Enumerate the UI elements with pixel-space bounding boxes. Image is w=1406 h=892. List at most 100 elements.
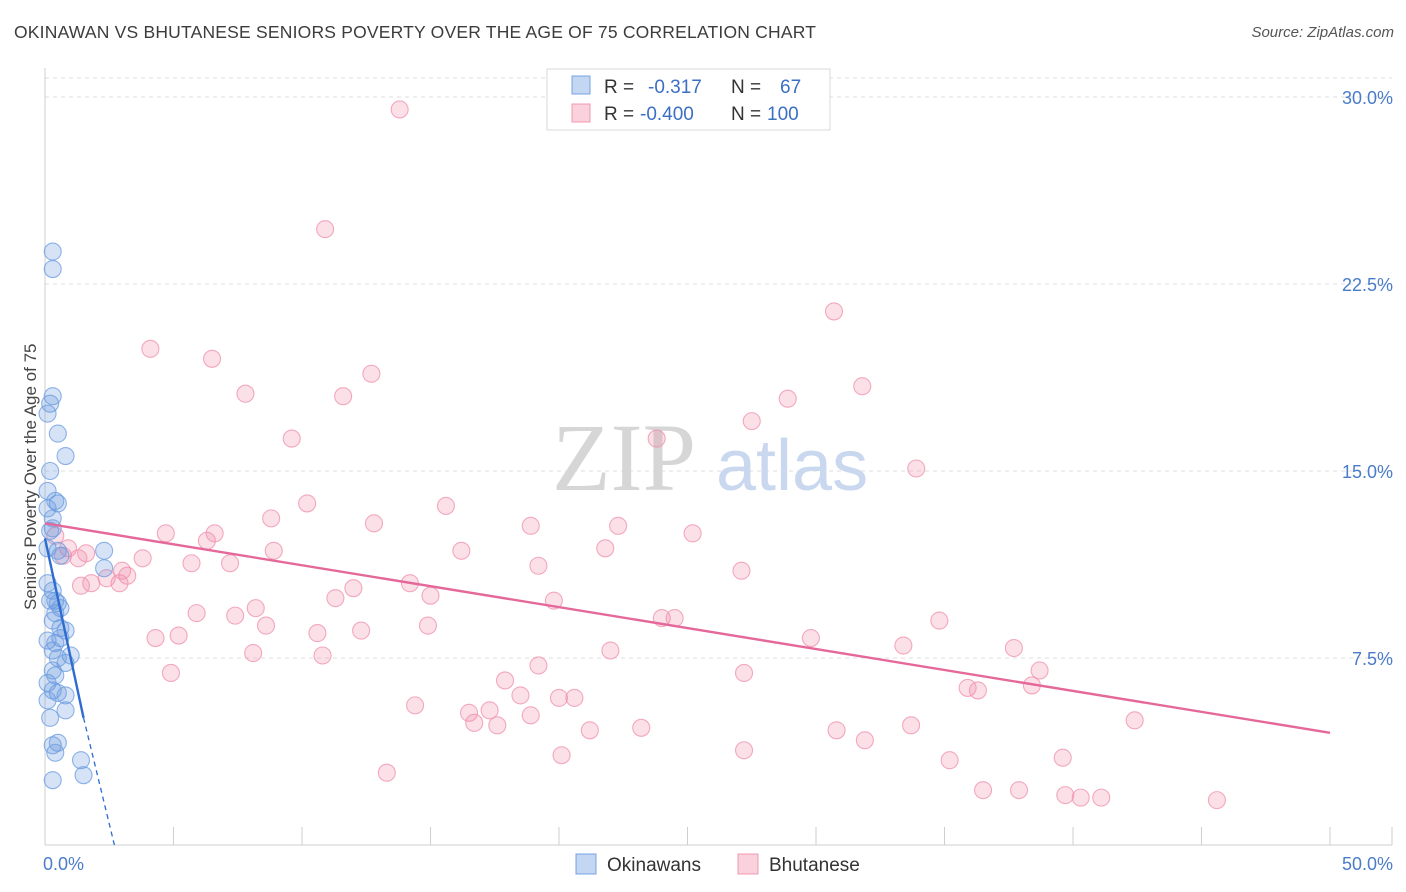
point-okinawans <box>48 541 67 560</box>
point-bhutanese <box>742 412 761 431</box>
point-okinawans <box>56 686 75 705</box>
chart-title: OKINAWAN VS BHUTANESE SENIORS POVERTY OV… <box>14 22 817 42</box>
point-bhutanese <box>1009 781 1029 800</box>
legend-r-value-okinawans: -0.317 <box>648 77 702 98</box>
point-bhutanese <box>549 688 569 707</box>
point-okinawans <box>41 461 60 481</box>
point-okinawans <box>56 446 75 466</box>
point-bhutanese <box>146 629 165 648</box>
point-okinawans <box>41 708 60 727</box>
point-bhutanese <box>601 641 620 660</box>
point-bhutanese <box>205 524 224 543</box>
point-bhutanese <box>855 731 874 750</box>
point-bhutanese <box>133 549 152 568</box>
y-axis-label: Seniors Poverty Over the Age of 75 <box>21 344 40 610</box>
point-okinawans <box>43 736 62 755</box>
point-bhutanese <box>968 681 987 700</box>
point-bhutanese <box>521 516 540 535</box>
axes <box>44 68 1393 846</box>
point-bhutanese <box>940 751 959 770</box>
point-bhutanese <box>459 703 479 722</box>
point-bhutanese <box>156 524 175 543</box>
point-bhutanese <box>930 611 949 630</box>
point-bhutanese <box>377 763 396 782</box>
point-okinawans <box>38 499 57 518</box>
legend-n-value-bhutanese: 100 <box>767 104 799 125</box>
series-legend-label-bhutanese: Bhutanese <box>769 855 860 876</box>
point-bhutanese <box>187 604 206 623</box>
legend-frame <box>546 68 831 131</box>
point-bhutanese <box>313 646 332 665</box>
point-bhutanese <box>827 721 846 740</box>
point-bhutanese <box>246 599 265 618</box>
grid-lines <box>45 77 1392 659</box>
y-tick-label: 15.0% <box>1342 462 1393 482</box>
point-bhutanese <box>1056 786 1075 805</box>
x-tick-label-min: 0.0% <box>43 854 84 874</box>
point-bhutanese <box>732 561 751 580</box>
point-bhutanese <box>1071 788 1090 807</box>
point-bhutanese <box>683 524 702 543</box>
point-bhutanese <box>801 629 820 648</box>
point-bhutanese <box>298 494 317 513</box>
x-tick-label-max: 50.0% <box>1342 854 1393 874</box>
point-bhutanese <box>647 429 666 448</box>
point-bhutanese <box>256 616 276 635</box>
y-tick-label: 22.5% <box>1342 275 1393 295</box>
point-bhutanese <box>529 556 548 575</box>
point-bhutanese <box>71 576 91 595</box>
point-bhutanese <box>316 220 335 239</box>
point-okinawans <box>56 701 75 720</box>
point-bhutanese <box>580 721 599 740</box>
scatter-points <box>38 100 1226 810</box>
point-bhutanese <box>1030 661 1049 680</box>
point-bhutanese <box>552 746 571 765</box>
point-bhutanese <box>529 656 548 675</box>
point-bhutanese <box>390 100 409 119</box>
point-bhutanese <box>406 696 425 715</box>
point-bhutanese <box>488 716 507 735</box>
y-tick-label: 7.5% <box>1352 649 1393 669</box>
point-bhutanese <box>418 616 437 635</box>
legend-n-label-okinawans: N = <box>731 77 761 98</box>
point-bhutanese <box>436 496 455 515</box>
trend-line-okinawans-extension <box>82 717 116 846</box>
point-bhutanese <box>907 459 926 478</box>
point-bhutanese <box>110 574 129 593</box>
point-okinawans <box>43 259 62 279</box>
point-bhutanese <box>495 671 515 690</box>
point-bhutanese <box>1125 711 1144 730</box>
point-bhutanese <box>778 389 797 408</box>
point-bhutanese <box>511 686 530 705</box>
point-bhutanese <box>282 429 301 448</box>
point-bhutanese <box>69 549 88 568</box>
point-okinawans <box>43 242 62 261</box>
trend-line-bhutanese <box>44 522 1331 734</box>
point-okinawans <box>38 691 57 710</box>
trend-lines <box>43 522 1331 846</box>
point-bhutanese <box>344 579 363 598</box>
point-bhutanese <box>632 718 651 737</box>
legend-r-value-bhutanese: -0.400 <box>640 104 694 125</box>
point-okinawans <box>43 611 62 630</box>
series-legend: Okinawans Bhutanese <box>575 853 860 876</box>
point-bhutanese <box>118 566 137 585</box>
point-bhutanese <box>326 589 345 608</box>
source-credit: Source: ZipAtlas.com <box>1251 24 1394 41</box>
point-bhutanese <box>902 716 921 735</box>
point-bhutanese <box>734 663 754 683</box>
point-bhutanese <box>1004 638 1023 658</box>
x-tick-labels: 0.0% 50.0% <box>43 854 1393 874</box>
watermark-atlas: atlas <box>716 426 868 506</box>
point-bhutanese <box>226 606 245 625</box>
point-okinawans <box>51 546 70 565</box>
point-bhutanese <box>421 586 440 605</box>
point-bhutanese <box>609 516 628 535</box>
point-okinawans <box>46 491 65 510</box>
legend-swatch-okinawans <box>571 75 591 95</box>
series-legend-label-okinawans: Okinawans <box>607 855 701 876</box>
point-bhutanese <box>182 554 201 573</box>
point-okinawans <box>74 766 93 785</box>
point-bhutanese <box>1207 791 1226 810</box>
